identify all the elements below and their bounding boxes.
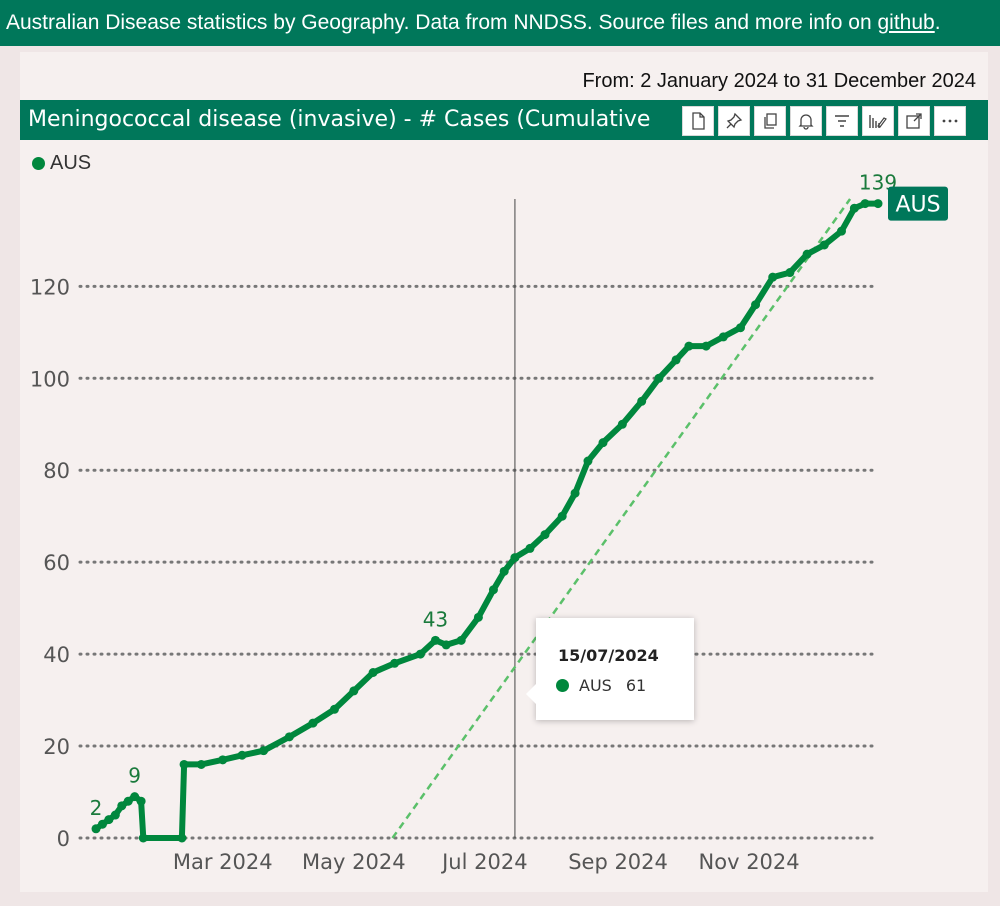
data-point <box>117 801 127 811</box>
pin-icon[interactable] <box>718 106 750 136</box>
expand-icon[interactable] <box>898 106 930 136</box>
tooltip-date: 15/07/2024 <box>558 646 659 665</box>
data-point <box>499 566 509 576</box>
data-point <box>237 750 247 760</box>
bell-icon[interactable] <box>790 106 822 136</box>
data-point <box>617 419 627 429</box>
data-point <box>329 704 339 714</box>
report-banner: Australian Disease statistics by Geograp… <box>0 0 1000 46</box>
y-tick-label: 60 <box>43 551 70 575</box>
chart-legend[interactable]: AUS <box>32 152 91 175</box>
banner-suffix: . <box>934 11 941 34</box>
chart-panel: From: 2 January 2024 to 31 December 2024… <box>20 52 988 892</box>
data-point <box>836 226 846 236</box>
y-tick-label: 100 <box>30 367 70 391</box>
data-point <box>218 755 228 765</box>
data-point <box>510 553 520 563</box>
y-tick-label: 80 <box>43 459 70 483</box>
chart-tooltip: 15/07/2024 AUS 61 <box>526 618 694 720</box>
legend-label: AUS <box>50 152 92 174</box>
filter-icon[interactable] <box>826 106 858 136</box>
data-point <box>138 833 148 843</box>
data-label: 9 <box>128 764 141 788</box>
banner-text: Australian Disease statistics by Geograp… <box>6 11 878 34</box>
tooltip-marker <box>556 679 569 692</box>
data-point <box>557 511 567 521</box>
y-tick-label: 40 <box>43 643 70 667</box>
data-point <box>308 718 318 728</box>
x-tick-label: Sep 2024 <box>568 850 668 874</box>
data-point <box>540 530 550 540</box>
data-point <box>136 796 146 806</box>
data-point <box>860 199 870 209</box>
data-point <box>701 341 711 351</box>
legend-marker <box>32 157 45 170</box>
x-tick-label: Mar 2024 <box>173 850 273 874</box>
more-icon[interactable] <box>934 106 966 136</box>
data-point <box>441 640 451 650</box>
tooltip-row: AUS 61 <box>556 676 646 695</box>
data-point <box>110 810 120 820</box>
data-point <box>123 796 133 806</box>
data-point <box>570 488 580 498</box>
data-point <box>671 355 681 365</box>
data-point <box>196 759 206 769</box>
data-point <box>598 438 608 448</box>
data-point <box>488 585 498 595</box>
data-point <box>349 686 359 696</box>
data-point <box>97 819 107 829</box>
data-point <box>819 240 829 250</box>
visual-toolbar <box>682 106 970 138</box>
data-point <box>91 824 101 834</box>
data-label: 43 <box>423 607 448 631</box>
data-point <box>802 249 812 259</box>
tooltip-series: AUS <box>579 676 612 695</box>
data-point <box>768 272 778 282</box>
visual-title: Meningococcal disease (invasive) - # Cas… <box>28 107 651 132</box>
date-range-label: From: 2 January 2024 to 31 December 2024 <box>582 70 976 92</box>
x-tick-label: Nov 2024 <box>699 850 800 874</box>
data-point <box>654 373 664 383</box>
focus-mode-icon[interactable] <box>862 106 894 136</box>
y-tick-label: 0 <box>57 827 70 851</box>
data-point <box>456 635 466 645</box>
github-link[interactable]: github <box>877 11 935 34</box>
document-icon[interactable] <box>682 106 714 136</box>
end-label-text: AUS <box>895 193 940 218</box>
data-point <box>104 815 114 825</box>
data-point <box>751 300 761 310</box>
data-label: 2 <box>90 796 103 820</box>
end-label-badge <box>888 186 948 221</box>
data-point <box>785 268 795 278</box>
data-point <box>873 199 883 209</box>
tooltip-value: 61 <box>625 676 647 695</box>
data-point <box>736 323 746 333</box>
data-point <box>718 332 728 342</box>
y-tick-label: 20 <box>43 735 70 759</box>
data-point <box>430 635 440 645</box>
data-point <box>473 612 483 622</box>
data-point <box>637 396 647 406</box>
data-point <box>525 543 535 553</box>
data-point <box>177 833 187 843</box>
copy-icon[interactable] <box>754 106 786 136</box>
y-tick-label: 120 <box>30 275 70 299</box>
data-point <box>415 649 425 659</box>
data-point <box>583 456 593 466</box>
data-point <box>130 792 140 802</box>
x-tick-label: Jul 2024 <box>440 850 527 874</box>
x-tick-label: May 2024 <box>302 850 406 874</box>
data-point <box>684 341 694 351</box>
data-point <box>259 746 269 756</box>
series-line-aus <box>93 200 881 841</box>
data-point <box>390 658 400 668</box>
line-chart[interactable]: 0 20 40 60 80 100 120 Mar 2024 May 2024 Jul 2024 S… <box>20 52 988 892</box>
data-point <box>284 732 294 742</box>
data-point <box>179 759 189 769</box>
data-point <box>368 668 378 678</box>
data-point <box>849 203 859 213</box>
trend-line <box>391 198 852 839</box>
